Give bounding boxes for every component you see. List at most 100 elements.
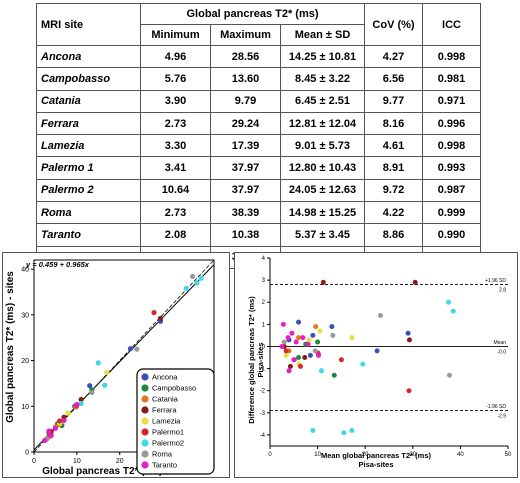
data-point — [95, 360, 101, 366]
data-point — [291, 357, 297, 363]
x-tick-label: 0 — [268, 452, 272, 458]
data-point — [297, 363, 303, 369]
y-tick-label: -1 — [260, 367, 266, 373]
cov-cell: 8.16 — [364, 111, 424, 136]
data-point — [198, 275, 204, 281]
data-point — [183, 285, 189, 291]
table-row: Ferrara 2.73 29.24 12.81 ± 12.04 8.16 0.996 — [36, 111, 482, 136]
y-tick-label: 1 — [262, 322, 266, 328]
icc-cell: 0.990 — [422, 223, 482, 247]
site-cell: Lamezia — [36, 134, 141, 158]
data-point — [87, 383, 93, 389]
data-point — [349, 335, 355, 341]
max-cell: 28.56 — [210, 44, 281, 69]
data-point — [405, 330, 411, 336]
data-point — [78, 396, 84, 403]
y-axis-sublabel: Pisa-sites — [256, 342, 265, 377]
icc-cell: 0.971 — [422, 89, 482, 113]
x-axis-sublabel: Pisa-sites — [358, 460, 393, 469]
mean-cell: 9.01 ± 5.73 — [279, 134, 366, 158]
cov-cell: 9.72 — [364, 178, 424, 203]
min-cell: 5.76 — [140, 67, 211, 91]
reference-line-label: -1.96 SD — [486, 404, 506, 410]
header-global-t2: Global pancreas T2* (ms) — [139, 3, 366, 25]
data-point — [61, 417, 67, 424]
legend-swatch — [141, 439, 149, 447]
mean-cell: 14.25 ± 10.81 — [279, 44, 366, 69]
header-icc: ICC — [422, 3, 482, 46]
data-point — [302, 355, 308, 361]
y-tick-label: -3 — [260, 411, 266, 417]
data-point — [377, 313, 383, 319]
data-point — [151, 309, 157, 316]
site-cell: Catania — [36, 89, 141, 113]
data-point — [65, 410, 71, 416]
x-tick-label: 20 — [116, 458, 124, 465]
min-cell: 3.90 — [140, 89, 211, 113]
site-cell: Palermo 1 — [36, 156, 141, 180]
icc-cell: 0.987 — [422, 178, 482, 203]
data-point — [296, 355, 302, 361]
max-cell: 37.97 — [210, 156, 281, 180]
mean-cell: 24.05 ± 12.63 — [279, 178, 366, 203]
x-tick-label: 0 — [32, 458, 36, 465]
data-point — [52, 425, 59, 431]
legend-swatch — [141, 373, 149, 381]
x-axis-label: Global pancreas T2* (ms) - Pisa — [42, 466, 192, 477]
icc-cell: 0.999 — [422, 201, 482, 225]
data-point — [306, 337, 312, 343]
data-point — [446, 372, 452, 378]
data-point — [283, 348, 289, 354]
data-point — [310, 428, 316, 434]
data-point — [446, 299, 451, 305]
data-point — [331, 372, 337, 378]
table-row: Roma 2.73 38.39 14.98 ± 15.25 4.22 0.999 — [36, 201, 482, 225]
data-point — [280, 321, 286, 327]
data-point — [279, 343, 285, 349]
x-tick-label: 40 — [457, 452, 464, 458]
site-cell: Roma — [36, 201, 141, 225]
data-point — [316, 352, 322, 358]
data-point — [305, 341, 311, 347]
data-point — [341, 430, 347, 436]
legend-swatch — [141, 461, 149, 469]
site-cell: Campobasso — [36, 67, 141, 91]
x-tick-label: 10 — [73, 458, 81, 465]
legend-swatch — [141, 428, 149, 436]
min-cell: 3.41 — [140, 156, 211, 180]
data-point — [338, 357, 344, 363]
max-cell: 29.24 — [210, 111, 281, 136]
cov-cell: 9.77 — [364, 89, 424, 113]
min-cell: 10.64 — [140, 178, 211, 203]
correlation-plot: 010203040010203040 y = 0.459 + 0.965x Gl… — [2, 252, 230, 478]
legend-swatch — [141, 395, 149, 403]
data-point — [286, 368, 292, 374]
site-cell: Ancona — [36, 44, 141, 69]
mean-cell: 6.45 ± 2.51 — [279, 89, 366, 113]
legend-swatch — [141, 417, 149, 425]
data-point — [296, 335, 302, 341]
data-point — [46, 428, 52, 434]
table-row: Campobasso 5.76 13.60 8.45 ± 3.22 6.56 0.981 — [36, 67, 482, 91]
data-point — [104, 369, 110, 376]
legend-swatch — [141, 450, 149, 458]
data-point — [102, 382, 108, 388]
data-point — [293, 339, 299, 345]
data-point — [74, 401, 80, 408]
data-point — [189, 273, 196, 280]
x-tick-label: 50 — [505, 452, 512, 458]
legend-label: Palermo2 — [152, 439, 184, 448]
data-point — [157, 315, 164, 322]
data-point — [406, 388, 412, 394]
min-cell: 2.73 — [140, 201, 211, 225]
header-mean: Mean ± SD — [279, 24, 366, 46]
mean-cell: 12.81 ± 12.04 — [279, 111, 366, 136]
reference-line-label: Mean — [493, 340, 506, 346]
legend-label: Taranto — [152, 461, 177, 470]
mean-cell: 12.80 ± 10.43 — [279, 156, 366, 180]
legend-label: Roma — [152, 450, 173, 459]
y-tick-label: 20 — [21, 358, 29, 365]
icc-cell: 0.998 — [422, 134, 482, 158]
cov-cell: 4.22 — [364, 201, 424, 225]
data-point — [317, 328, 323, 334]
